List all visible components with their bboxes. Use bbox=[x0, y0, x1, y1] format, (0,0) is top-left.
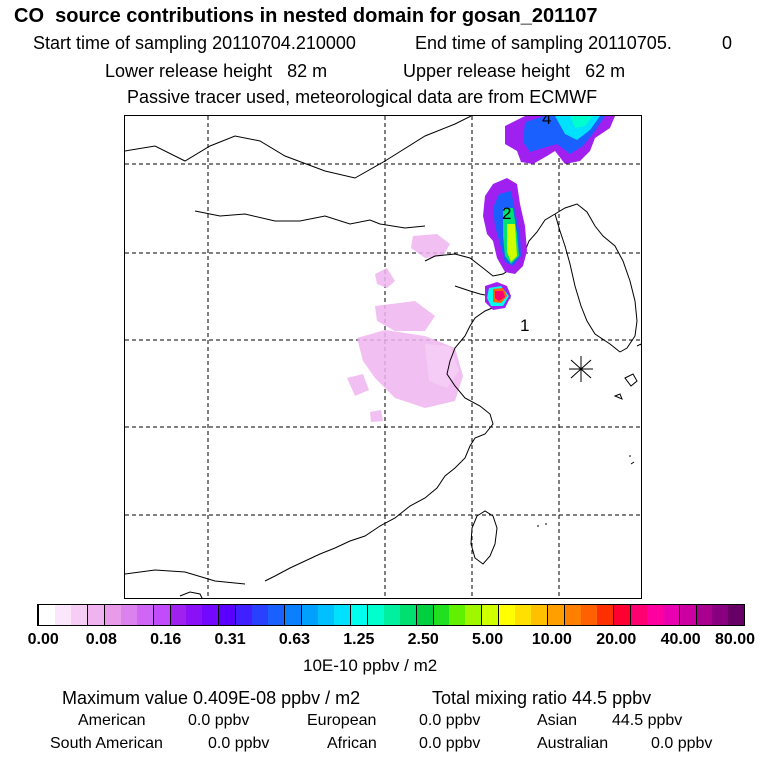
color-bar-segment bbox=[38, 605, 55, 625]
max-value: Maximum value 0.409E-08 ppbv / m2 bbox=[62, 688, 361, 708]
marker-2: 2 bbox=[502, 204, 511, 223]
american-label: American bbox=[78, 712, 146, 729]
color-bar-segment bbox=[301, 605, 318, 625]
american-value: 0.0 ppbv bbox=[188, 712, 250, 729]
end-time-label: End time of sampling 20110705. bbox=[415, 33, 672, 53]
upper-release-label: Upper release height 62 m bbox=[403, 61, 626, 81]
color-bar-segment bbox=[383, 605, 400, 625]
receptor-star-icon bbox=[569, 356, 593, 382]
color-bar-segment bbox=[54, 605, 71, 625]
color-bar-segment bbox=[317, 605, 334, 625]
plot-title: CO source contributions in nested domain… bbox=[14, 5, 598, 27]
european-value: 0.0 ppbv bbox=[419, 712, 481, 729]
african-value: 0.0 ppbv bbox=[419, 735, 481, 752]
map-canvas: 1 2 4 bbox=[125, 116, 641, 598]
bohai-coast bbox=[424, 213, 556, 277]
color-bar-segment bbox=[564, 605, 581, 625]
color-bar-segment bbox=[596, 605, 613, 625]
color-bar-segment bbox=[202, 605, 219, 625]
color-bar-segment bbox=[712, 605, 729, 625]
china-north-boundary bbox=[125, 116, 472, 179]
color-bar-segment bbox=[728, 605, 745, 625]
china-east-coast bbox=[194, 210, 426, 229]
taiwan-outline bbox=[470, 510, 498, 565]
color-bar-segment bbox=[449, 605, 466, 625]
color-bar-segment bbox=[612, 605, 630, 625]
color-bar-segment bbox=[531, 605, 548, 625]
color-bar-tick-label: 5.00 bbox=[471, 631, 504, 648]
southern-land bbox=[125, 569, 246, 585]
color-bar-segment bbox=[415, 605, 433, 625]
map-panel: 1 2 4 bbox=[124, 115, 642, 599]
marker-4: 4 bbox=[542, 116, 551, 128]
color-bar-segment bbox=[252, 605, 269, 625]
color-bar-segment bbox=[547, 605, 564, 625]
color-bar-segment bbox=[86, 605, 104, 625]
color-bar-segment bbox=[366, 605, 384, 625]
color-bar-segment bbox=[515, 605, 532, 625]
color-bar-segment bbox=[498, 605, 516, 625]
color-bar-segment bbox=[349, 605, 367, 625]
lower-release-label: Lower release height 82 m bbox=[105, 61, 328, 81]
color-bar-segment bbox=[646, 605, 663, 625]
tracer-note: Passive tracer used, meteorological data… bbox=[127, 87, 598, 107]
australian-value: 0.0 ppbv bbox=[651, 735, 713, 752]
color-bar-segment bbox=[580, 605, 597, 625]
start-time-label: Start time of sampling 20110704.210000 bbox=[33, 33, 356, 53]
african-label: African bbox=[327, 735, 377, 752]
ryukyu-dots bbox=[537, 455, 635, 527]
color-bar-segment bbox=[695, 605, 713, 625]
plume-faint-light bbox=[425, 344, 459, 388]
coastlines bbox=[125, 116, 641, 598]
color-bar-segment bbox=[235, 605, 253, 625]
color-bar-segment bbox=[186, 605, 203, 625]
korea-west-coast bbox=[554, 213, 621, 353]
hainan-outline bbox=[179, 591, 203, 598]
color-bar-segment bbox=[103, 605, 121, 625]
color-bar-tick-label: 10.00 bbox=[531, 631, 572, 648]
color-bar-tick-label: 0.00 bbox=[27, 631, 59, 648]
color-bar-segment bbox=[481, 605, 499, 625]
color-bar-tick-label: 0.63 bbox=[278, 631, 311, 648]
color-bar-segment bbox=[662, 605, 679, 625]
color-bar-tick-label: 40.00 bbox=[660, 631, 701, 648]
south-american-value: 0.0 ppbv bbox=[208, 735, 270, 752]
color-bar-unit: 10E-10 ppbv / m2 bbox=[303, 656, 438, 675]
color-bar-segment bbox=[120, 605, 137, 625]
color-bar-tick-label: 80.00 bbox=[714, 631, 756, 648]
korea-coast bbox=[554, 203, 638, 353]
color-bar-tick-label: 1.25 bbox=[343, 631, 375, 648]
color-bar-segment bbox=[333, 605, 350, 625]
end-time-tail: 0 bbox=[722, 33, 733, 53]
color-bar-segment bbox=[465, 605, 482, 625]
color-bar-segment bbox=[218, 605, 236, 625]
color-bar-segment bbox=[678, 605, 696, 625]
european-label: European bbox=[307, 712, 377, 729]
south-american-label: South American bbox=[50, 735, 163, 752]
color-bar-segment bbox=[152, 605, 170, 625]
color-bar-tick-label: 0.31 bbox=[214, 631, 246, 648]
color-bar bbox=[37, 604, 745, 626]
color-bar-segment bbox=[268, 605, 285, 625]
color-bar-segment bbox=[432, 605, 450, 625]
australian-label: Australian bbox=[537, 735, 609, 752]
color-bar-segment bbox=[284, 605, 301, 625]
color-bar-segment bbox=[169, 605, 187, 625]
color-bar-tick-label: 0.08 bbox=[85, 631, 117, 648]
plume-faint bbox=[347, 234, 463, 422]
color-bar-tick-label: 0.16 bbox=[150, 631, 182, 648]
color-bar-segment bbox=[629, 605, 647, 625]
color-bar-tick-label: 2.50 bbox=[407, 631, 439, 648]
marker-1: 1 bbox=[520, 316, 529, 335]
japan-islands bbox=[613, 343, 641, 400]
color-bar-tick-label: 20.00 bbox=[596, 631, 637, 648]
total-mixing-ratio: Total mixing ratio 44.5 ppbv bbox=[432, 688, 652, 708]
color-bar-segment bbox=[70, 605, 87, 625]
asian-value: 44.5 ppbv bbox=[612, 712, 683, 729]
shandong-coast bbox=[264, 285, 511, 582]
color-bar-segment bbox=[136, 605, 153, 625]
color-bar-segment bbox=[399, 605, 416, 625]
asian-label: Asian bbox=[537, 712, 578, 729]
plume-strong bbox=[483, 116, 615, 310]
